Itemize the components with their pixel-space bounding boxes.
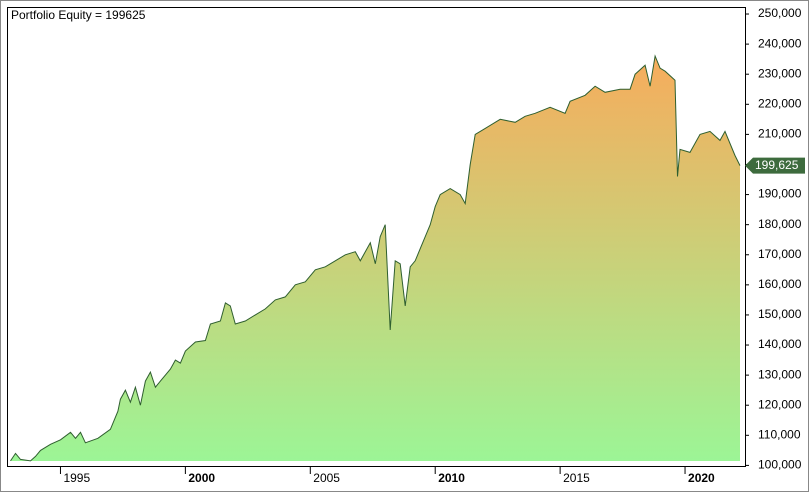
y-tick-label: 230,000 [758,66,802,80]
y-tick-label: 120,000 [758,397,802,411]
y-tick-label: 180,000 [758,217,802,231]
y-tick-label: 130,000 [758,367,802,381]
y-tick-label: 140,000 [758,337,802,351]
x-tick-label: 2015 [563,471,590,485]
x-tick-label: 2010 [438,471,465,485]
y-tick-label: 170,000 [758,247,802,261]
x-tick-label: 1995 [63,471,90,485]
y-tick-label: 150,000 [758,307,802,321]
y-tick-label: 160,000 [758,277,802,291]
y-tick-label: 100,000 [758,458,802,472]
y-tick-label: 190,000 [758,187,802,201]
y-tick-label: 110,000 [758,427,801,441]
equity-line [10,54,741,462]
y-tick-label: 250,000 [758,6,802,20]
last-value-label: 199,625 [755,158,799,172]
x-tick-label: 2020 [688,471,715,485]
last-value-marker [745,157,805,174]
y-tick-label: 220,000 [758,96,802,110]
chart-title: Portfolio Equity = 199625 [11,8,146,22]
y-tick-label: 210,000 [758,127,802,141]
plot-frame [7,7,746,467]
equity-area [10,56,740,461]
y-tick-label: 240,000 [758,36,802,50]
x-tick-label: 2000 [188,471,215,485]
x-tick-label: 2005 [313,471,340,485]
